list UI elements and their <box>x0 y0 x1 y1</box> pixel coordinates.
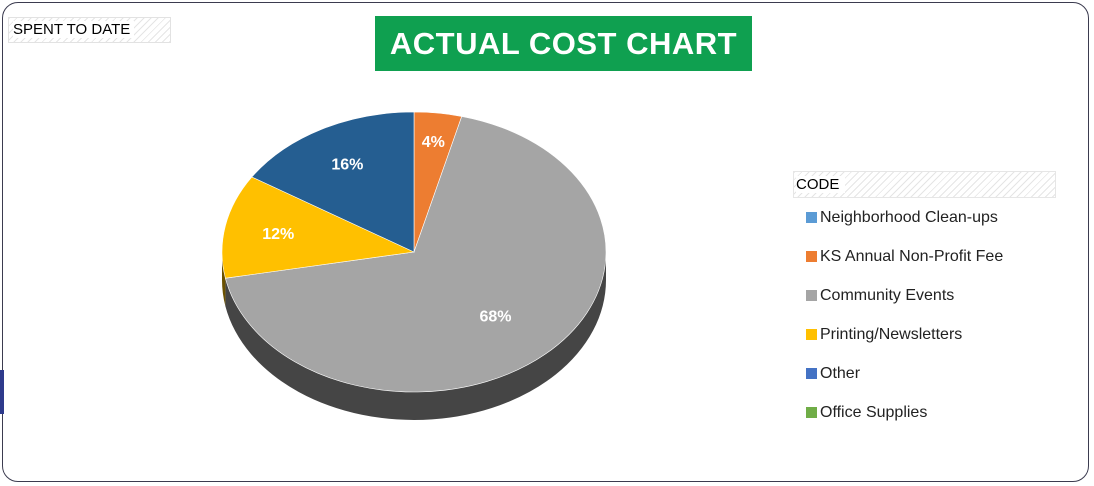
legend-label: KS Annual Non-Profit Fee <box>820 247 1004 265</box>
chart-title: ACTUAL COST CHART <box>375 16 752 71</box>
legend-item-office-supplies[interactable]: Office Supplies <box>806 393 1083 432</box>
legend-label: Community Events <box>820 286 955 304</box>
data-label-printing-newsletters: 12% <box>262 226 294 243</box>
legend-swatch-icon <box>806 212 817 223</box>
spent-to-date-label: SPENT TO DATE <box>13 21 135 38</box>
legend-swatch-icon <box>806 329 817 340</box>
data-label-ks-annual-non-profit-fee: 4% <box>422 134 445 151</box>
data-label-other: 16% <box>331 157 363 174</box>
legend-title: CODE <box>796 176 846 193</box>
legend-item-other[interactable]: Other <box>806 354 1083 393</box>
legend-item-community-events[interactable]: Community Events <box>806 276 1083 315</box>
legend-swatch-icon <box>806 368 817 379</box>
legend-items: Neighborhood Clean-ups KS Annual Non-Prof… <box>793 198 1083 432</box>
data-label-community-events: 68% <box>479 308 511 325</box>
legend-title-field-button[interactable]: CODE <box>793 171 1056 198</box>
legend-item-ks-annual-non-profit-fee[interactable]: KS Annual Non-Profit Fee <box>806 237 1083 276</box>
legend-swatch-icon <box>806 251 817 262</box>
pie-data-labels: 4% 68% 12% 16% <box>262 134 511 325</box>
legend-label: Printing/Newsletters <box>820 325 963 343</box>
left-edge-marker <box>0 370 4 414</box>
legend-label: Office Supplies <box>820 403 928 421</box>
legend-item-neighborhood-clean-ups[interactable]: Neighborhood Clean-ups <box>806 198 1083 237</box>
legend-label: Neighborhood Clean-ups <box>820 208 998 226</box>
pie-slice-community-events[interactable] <box>225 116 607 393</box>
legend: CODE Neighborhood Clean-ups KS Annual Non… <box>793 171 1083 432</box>
spent-to-date-field-button[interactable]: SPENT TO DATE <box>8 17 171 43</box>
pie-slice-printing-newsletters[interactable] <box>221 176 416 279</box>
legend-swatch-icon <box>806 290 817 301</box>
legend-label: Other <box>820 364 861 382</box>
legend-item-printing-newsletters[interactable]: Printing/Newsletters <box>806 315 1083 354</box>
pie-slices <box>221 111 607 393</box>
legend-swatch-icon <box>806 407 817 418</box>
pie-side-community-events <box>225 252 606 420</box>
pie-slice-other[interactable] <box>251 111 415 253</box>
